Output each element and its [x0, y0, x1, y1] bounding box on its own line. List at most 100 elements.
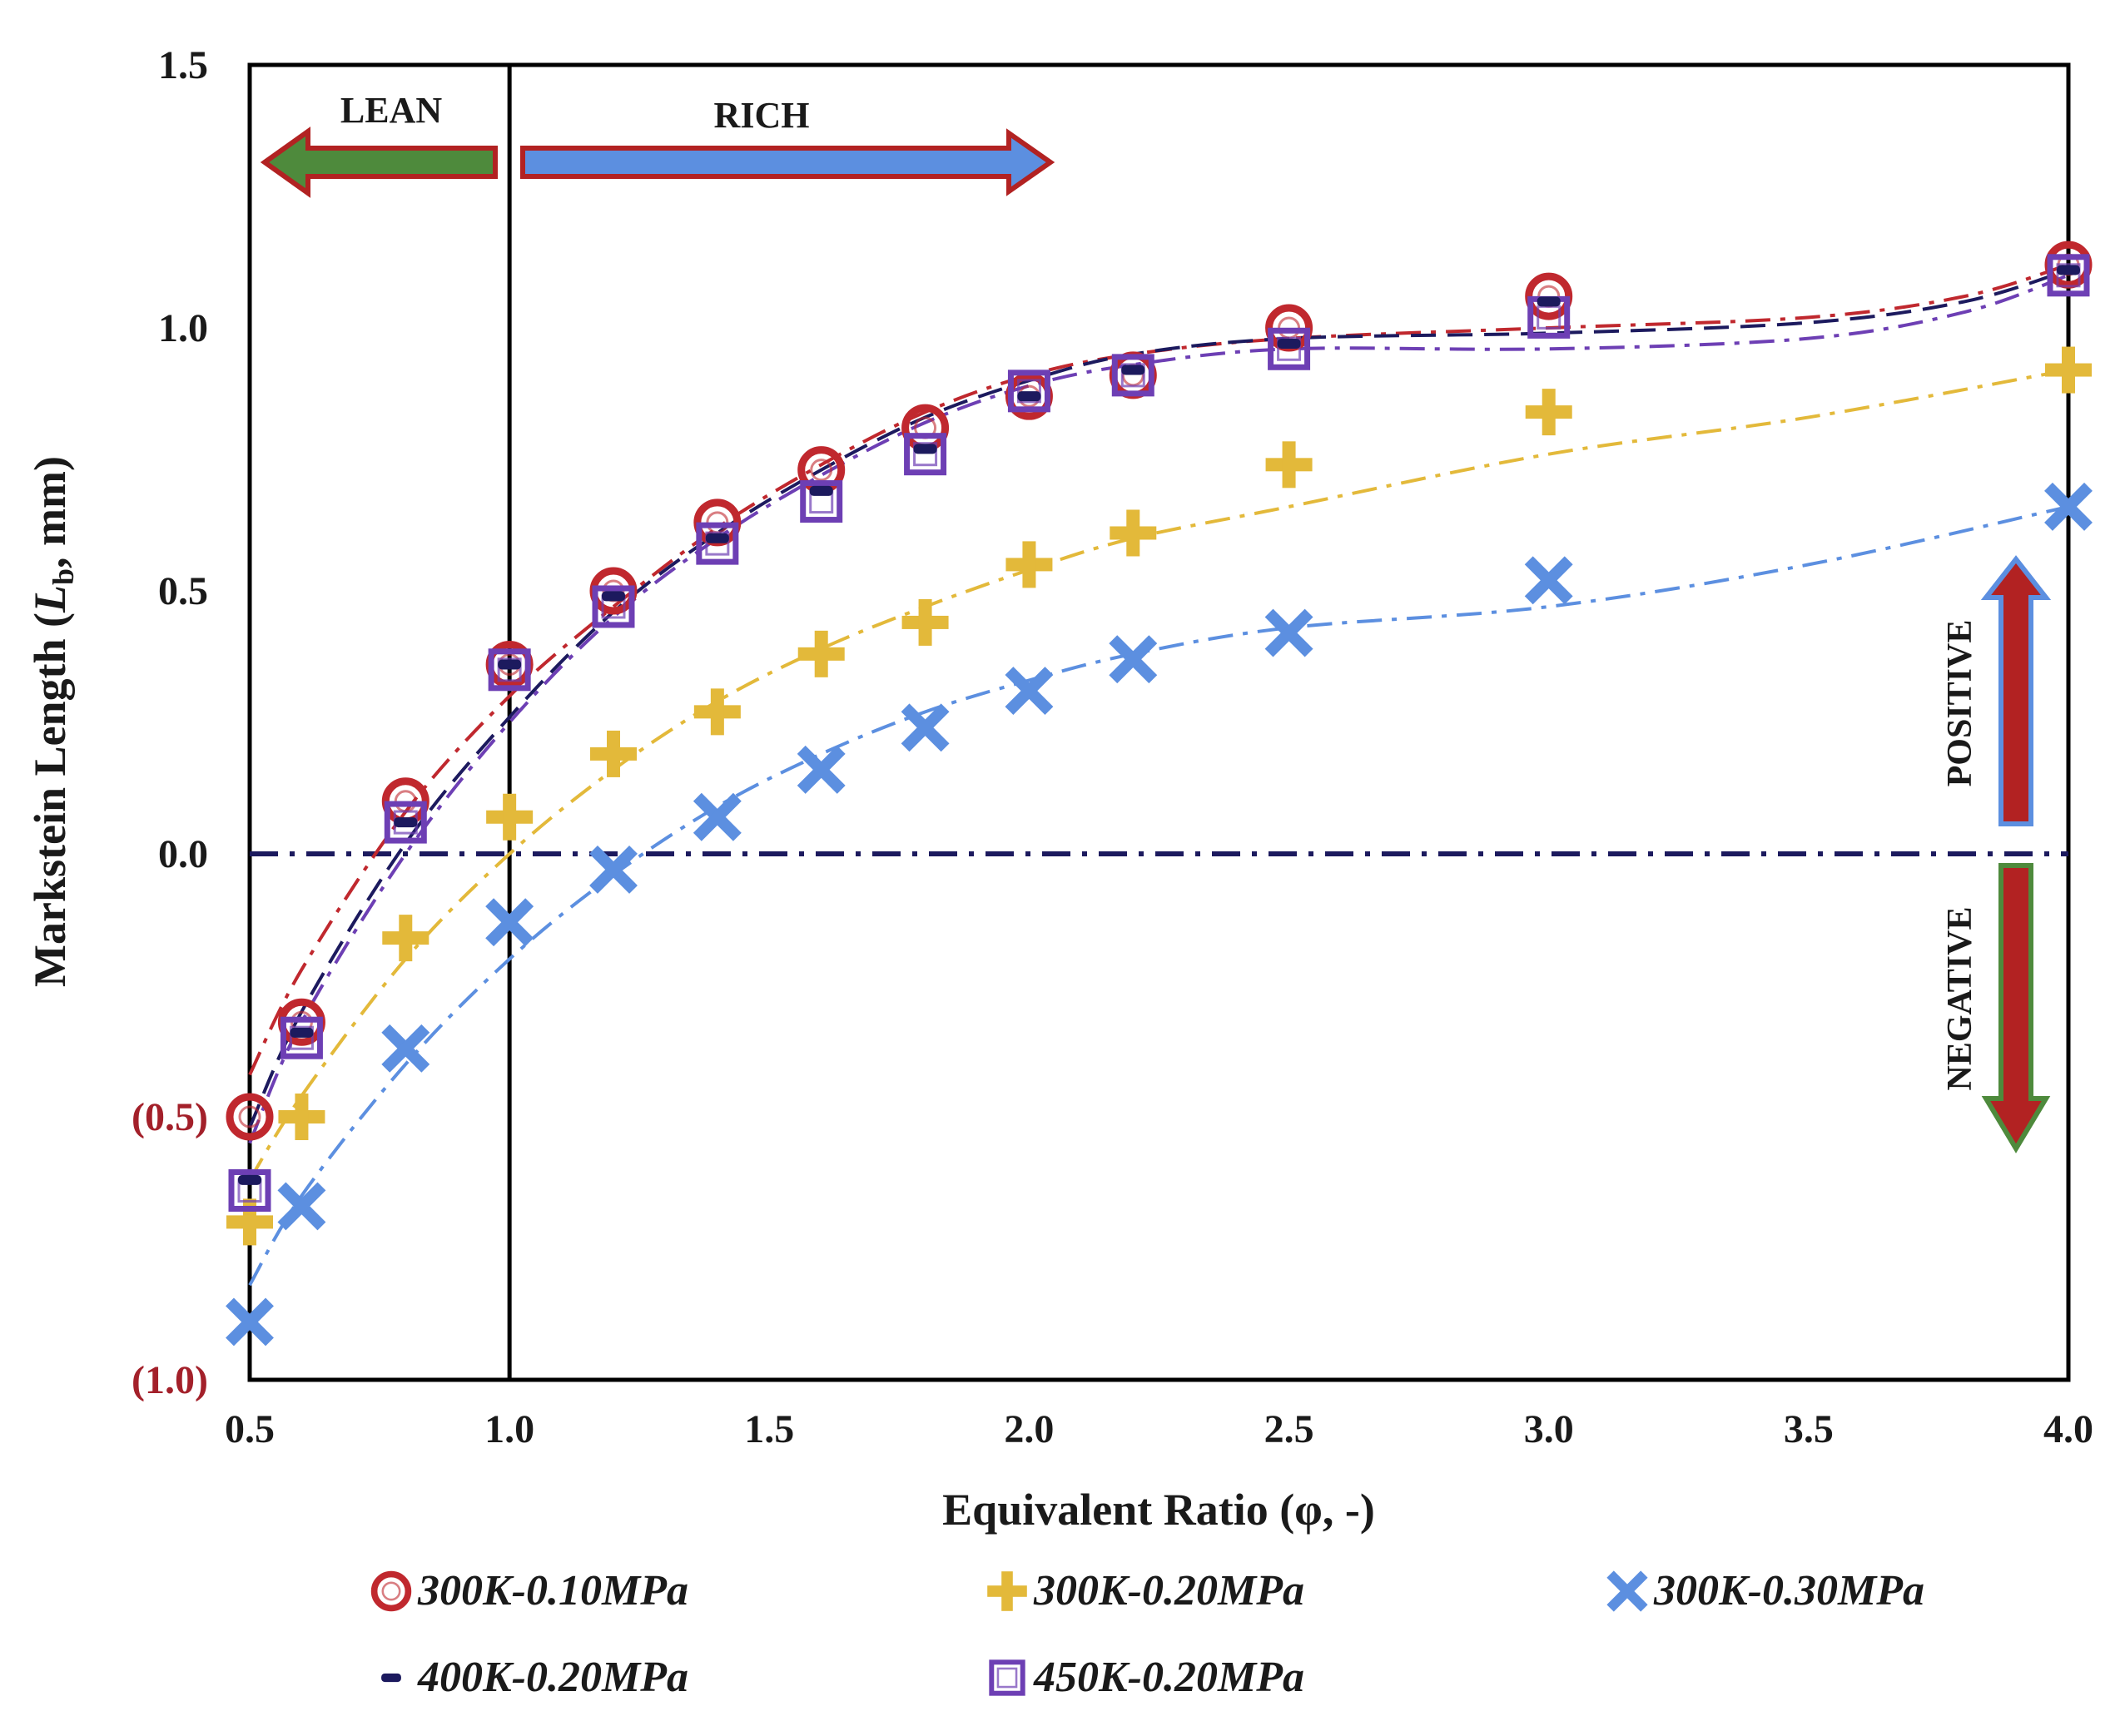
marker-plus-300k-0.20mpa [797, 630, 845, 677]
x-tick-label: 3.0 [1524, 1407, 1574, 1451]
marker-plus-300k-0.20mpa [486, 793, 534, 841]
marker-square-450k-0.20mpa [696, 522, 739, 565]
y-tick-label: (1.0) [132, 1358, 208, 1402]
marker-plus-300k-0.20mpa [1265, 441, 1313, 489]
marker-dash-400k-0.20mpa [290, 1027, 314, 1038]
fit-curve-300k-0.30mpa [248, 504, 2069, 1287]
legend-label: 300K-0.30MPa [1653, 1567, 1924, 1614]
x-tick-label: 0.5 [225, 1407, 275, 1451]
marker-cross-300k-0.30mpa [1005, 667, 1054, 716]
negative-arrow-shape [1981, 863, 2051, 1153]
marker-cross-300k-0.30mpa [485, 898, 534, 947]
rich-arrow [520, 128, 1055, 196]
marker-cross-300k-0.30mpa [226, 1297, 274, 1347]
legend-marker-square [989, 1659, 1025, 1696]
x-tick-label: 1.5 [744, 1407, 794, 1451]
negative-label: NEGATIVE [1941, 907, 1979, 1091]
marker-dash-400k-0.20mpa [602, 591, 625, 602]
legend-label: 300K-0.20MPa [1033, 1567, 1304, 1614]
x-tick-label: 1.0 [484, 1407, 534, 1451]
x-tick-label: 2.0 [1004, 1407, 1054, 1451]
positive-label: POSITIVE [1941, 620, 1979, 787]
x-axis-title: Equivalent Ratio (φ, -) [942, 1485, 1375, 1535]
legend-label: 300K-0.10MPa [417, 1567, 688, 1614]
legend-marker-cross [1606, 1570, 1648, 1612]
marker-dash-400k-0.20mpa [1017, 391, 1041, 402]
marker-dash-400k-0.20mpa [394, 817, 418, 828]
rich-label: RICH [714, 95, 810, 136]
marker-plus-300k-0.20mpa [693, 688, 741, 736]
data-markers [226, 241, 2093, 1347]
marker-cross-300k-0.30mpa [381, 1024, 430, 1073]
lean-label: LEAN [340, 90, 442, 131]
marker-cross-300k-0.30mpa [2044, 482, 2093, 531]
rich-arrow-shape [520, 128, 1055, 196]
legend-marker-dash [381, 1673, 401, 1683]
positive-arrow-shape [1980, 555, 2052, 826]
marker-plus-300k-0.20mpa [1005, 541, 1053, 588]
plot-frame [247, 62, 2071, 1382]
marker-cross-300k-0.30mpa [1264, 608, 1313, 657]
lean-arrow-shape [260, 126, 498, 198]
x-tick-label: 4.0 [2043, 1407, 2093, 1451]
marker-square-450k-0.20mpa [1007, 370, 1050, 413]
marker-circle-300k-0.10mpa [226, 1093, 274, 1141]
y-axis-title-subscript: b [47, 568, 80, 585]
x-tick-label: 2.5 [1264, 1407, 1314, 1451]
y-tick-label: 1.5 [158, 43, 208, 87]
marker-cross-300k-0.30mpa [1109, 635, 1158, 684]
fit-curves [248, 263, 2069, 1287]
marker-dash-400k-0.20mpa [1121, 365, 1145, 375]
marker-cross-300k-0.30mpa [589, 846, 638, 894]
legend-marker-plus [987, 1571, 1027, 1611]
marker-square-450k-0.20mpa [904, 433, 947, 476]
positive-arrow [1980, 555, 2052, 826]
y-axis-title-suffix: , mm) [25, 456, 75, 568]
y-tick-label: 0.0 [158, 832, 208, 876]
legend: 300K-0.10MPa 300K-0.20MPa 300K-0.30MPa 400K… [370, 1567, 1924, 1701]
marker-dash-400k-0.20mpa [238, 1174, 261, 1185]
marker-dash-400k-0.20mpa [1277, 338, 1301, 349]
marker-cross-300k-0.30mpa [901, 703, 950, 752]
legend-label: 450K-0.20MPa [1033, 1654, 1304, 1701]
marker-circle-300k-0.10mpa [1109, 351, 1157, 399]
fit-curve-300k-0.10mpa [248, 263, 2069, 1076]
y-axis-title-symbol: L [25, 585, 75, 613]
y-tick-label: 0.5 [158, 569, 208, 613]
marker-dash-400k-0.20mpa [705, 533, 729, 543]
marker-plus-300k-0.20mpa [1110, 509, 1157, 557]
marker-plus-300k-0.20mpa [590, 730, 637, 777]
marker-dash-400k-0.20mpa [498, 659, 522, 670]
marker-cross-300k-0.30mpa [693, 792, 742, 841]
legend-label: 400K-0.20MPa [417, 1654, 688, 1701]
marker-plus-300k-0.20mpa [901, 598, 949, 646]
fit-curve-450k-0.20mpa [248, 273, 2069, 1144]
marker-dash-400k-0.20mpa [2057, 265, 2080, 275]
marker-plus-300k-0.20mpa [382, 915, 429, 962]
fit-curve-400k-0.20mpa [248, 268, 2069, 1128]
y-axis-title: Markstein Length (Lb, mm) [25, 456, 80, 987]
negative-arrow [1981, 863, 2051, 1153]
marker-square-450k-0.20mpa [280, 1016, 323, 1059]
marker-square-450k-0.20mpa [488, 648, 531, 692]
y-tick-label: 1.0 [158, 306, 208, 350]
marker-square-450k-0.20mpa [2047, 254, 2090, 297]
marker-square-450k-0.20mpa [1268, 327, 1311, 370]
marker-cross-300k-0.30mpa [1524, 556, 1573, 605]
fit-curve-300k-0.20mpa [248, 368, 2069, 1181]
marker-dash-400k-0.20mpa [913, 444, 937, 454]
marker-dash-400k-0.20mpa [1537, 296, 1561, 307]
y-tick-labels: 1.5 1.0 0.5 0.0 (0.5) (1.0) [132, 43, 208, 1402]
marker-cross-300k-0.30mpa [277, 1182, 326, 1231]
marker-plus-300k-0.20mpa [278, 1094, 325, 1140]
legend-marker-circle [370, 1570, 412, 1612]
y-axis-title-prefix: Markstein Length ( [25, 613, 75, 987]
y-tick-label: (0.5) [132, 1095, 208, 1139]
marker-cross-300k-0.30mpa [797, 745, 846, 794]
marker-plus-300k-0.20mpa [2045, 346, 2092, 394]
marker-dash-400k-0.20mpa [809, 485, 833, 496]
lean-arrow [260, 126, 498, 198]
x-tick-label: 3.5 [1784, 1407, 1834, 1451]
marker-plus-300k-0.20mpa [1525, 389, 1572, 436]
